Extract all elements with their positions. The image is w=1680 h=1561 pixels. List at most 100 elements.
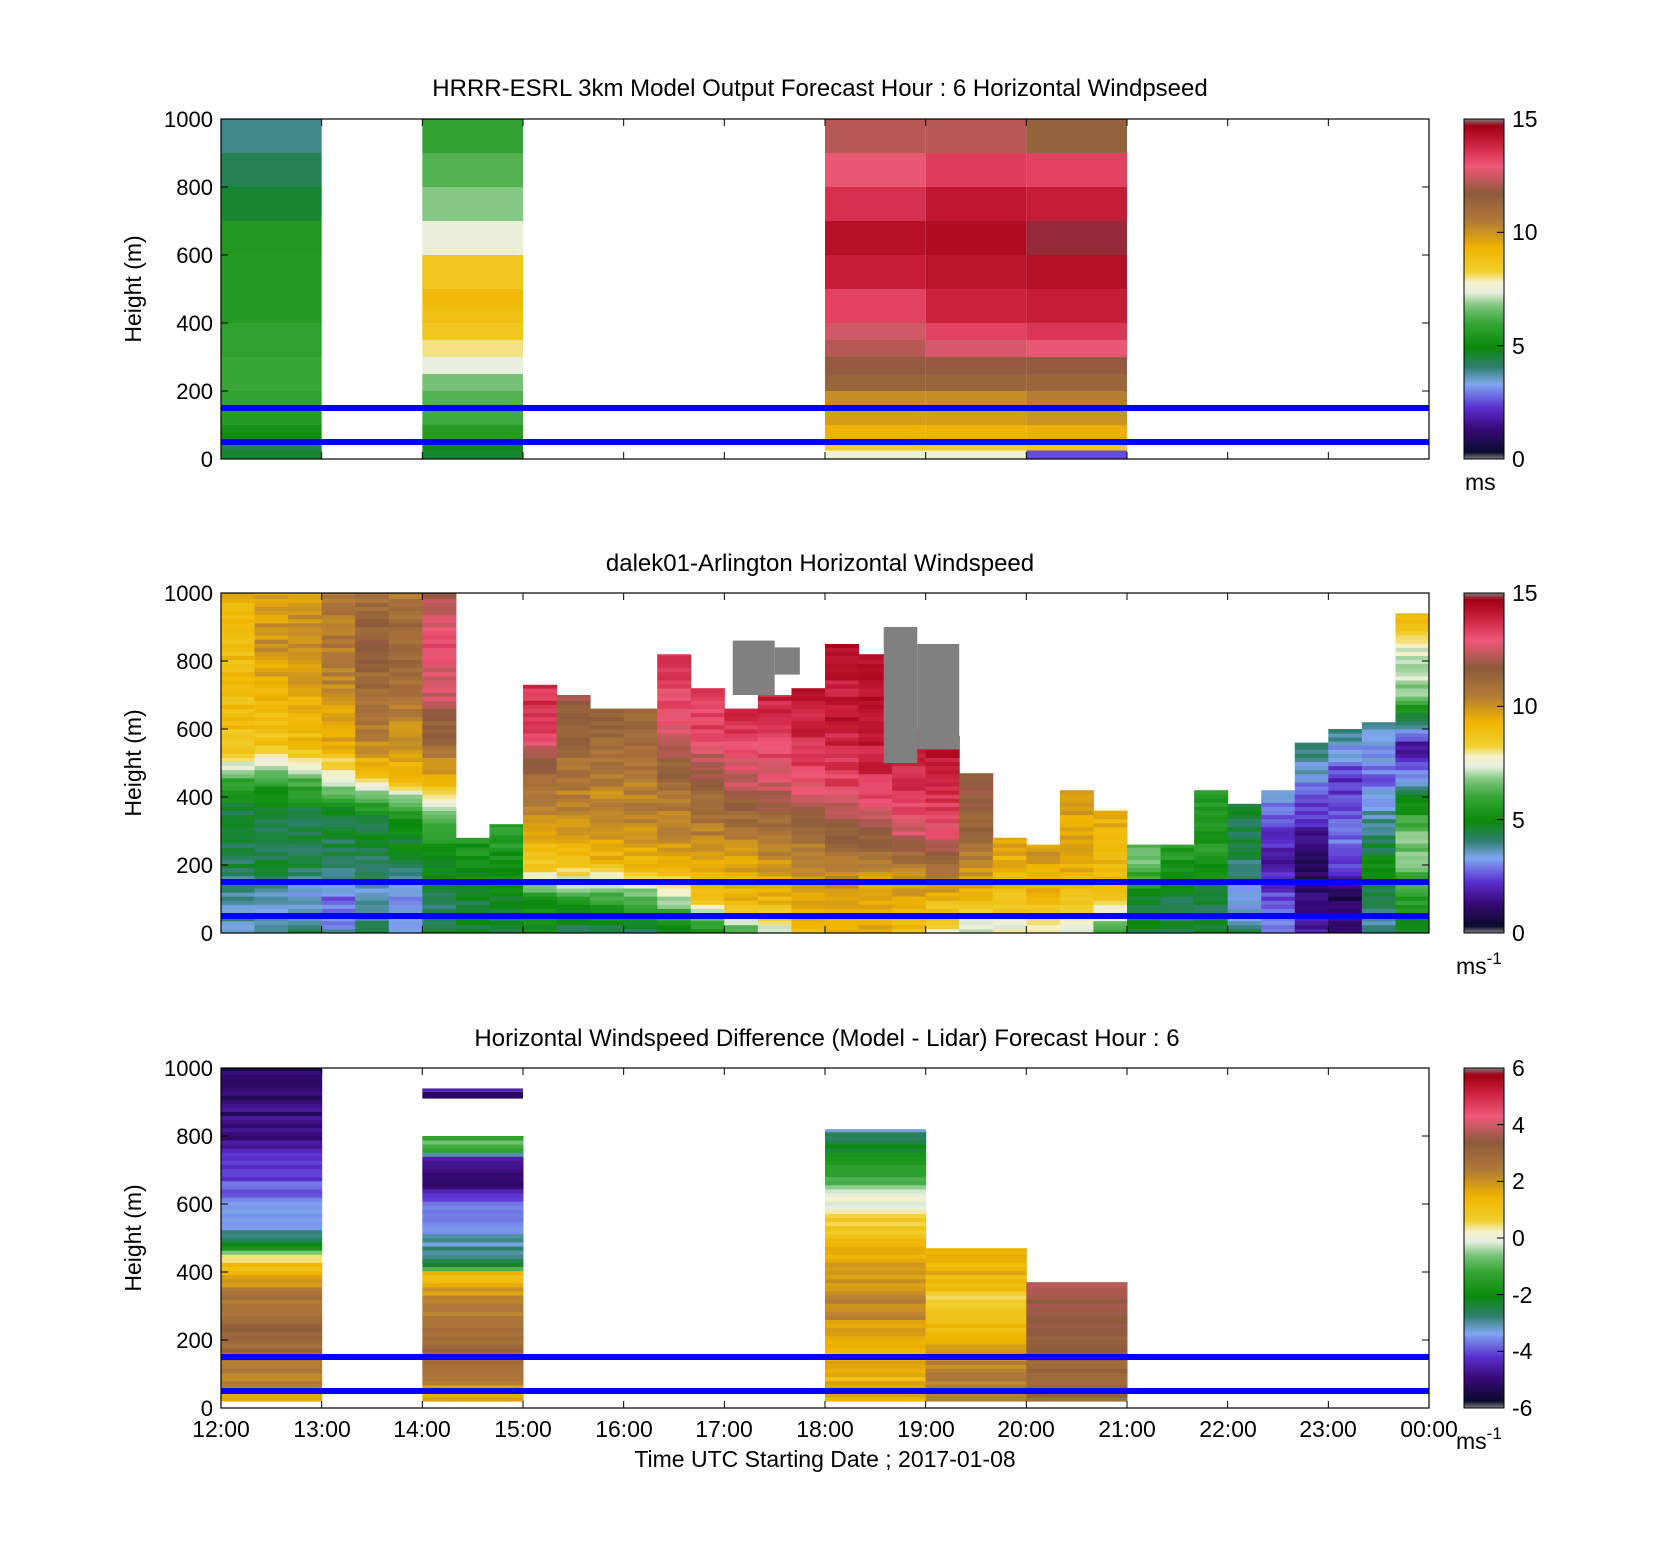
heatmap-cell bbox=[1395, 733, 1430, 738]
heatmap-cell bbox=[623, 896, 658, 901]
heatmap-cell bbox=[388, 790, 423, 795]
panel-model-title: HRRR-ESRL 3km Model Output Forecast Hour… bbox=[432, 75, 1207, 102]
heatmap-cell bbox=[388, 765, 423, 771]
heatmap-cell bbox=[1026, 323, 1127, 340]
heatmap-cell bbox=[590, 794, 625, 799]
heatmap-cell bbox=[1093, 847, 1128, 852]
heatmap-cell bbox=[858, 904, 893, 909]
heatmap-cell bbox=[825, 1307, 927, 1312]
heatmap-cell bbox=[221, 810, 256, 816]
heatmap-cell bbox=[1328, 839, 1363, 844]
heatmap-cell bbox=[724, 761, 759, 767]
heatmap-cell bbox=[858, 810, 893, 816]
heatmap-cell bbox=[288, 708, 323, 714]
heatmap-cell bbox=[355, 610, 390, 616]
heatmap-cell bbox=[992, 928, 1027, 934]
heatmap-cell bbox=[825, 1193, 927, 1198]
heatmap-cell bbox=[489, 892, 524, 897]
panel-difference-reference-lines bbox=[221, 1354, 1429, 1394]
heatmap-cell bbox=[355, 708, 390, 714]
heatmap-cell bbox=[1026, 1319, 1128, 1325]
heatmap-cell bbox=[1059, 859, 1094, 865]
heatmap-cell bbox=[1026, 1335, 1128, 1341]
heatmap-cell bbox=[1395, 639, 1430, 644]
heatmap-cell bbox=[623, 712, 658, 718]
heatmap-cell bbox=[724, 851, 759, 856]
heatmap-cell bbox=[892, 924, 927, 930]
heatmap-cell bbox=[925, 1315, 1027, 1320]
heatmap-cell bbox=[1059, 851, 1094, 856]
heatmap-cell bbox=[422, 1148, 524, 1153]
heatmap-cell bbox=[1361, 798, 1396, 803]
heatmap-cell bbox=[288, 655, 323, 661]
heatmap-cell bbox=[690, 863, 725, 869]
heatmap-cell bbox=[523, 720, 558, 726]
heatmap-cell bbox=[422, 408, 523, 425]
heatmap-cell bbox=[590, 753, 625, 758]
heatmap-cell bbox=[925, 1360, 1027, 1365]
heatmap-cell bbox=[925, 1348, 1027, 1353]
heatmap-cell bbox=[590, 900, 625, 905]
colorbar-tick-label: 2 bbox=[1512, 1168, 1525, 1194]
heatmap-cell bbox=[657, 786, 692, 791]
heatmap-cell bbox=[1227, 884, 1262, 889]
heatmap-cell bbox=[1361, 839, 1396, 844]
heatmap-cell bbox=[1395, 622, 1430, 628]
heatmap-cell bbox=[321, 647, 356, 652]
heatmap-cell bbox=[1395, 704, 1430, 709]
heatmap-cell bbox=[1093, 920, 1128, 926]
heatmap-cell bbox=[825, 1282, 927, 1288]
heatmap-cell bbox=[388, 847, 423, 852]
heatmap-cell bbox=[355, 680, 390, 685]
heatmap-cell bbox=[925, 802, 960, 807]
heatmap-cell bbox=[959, 863, 994, 869]
heatmap-cell bbox=[959, 871, 994, 877]
heatmap-cell bbox=[221, 1068, 323, 1072]
heatmap-cell bbox=[288, 896, 323, 901]
heatmap-cell bbox=[992, 900, 1027, 905]
heatmap-cell bbox=[556, 765, 591, 771]
heatmap-cell bbox=[1361, 859, 1396, 865]
heatmap-cell bbox=[825, 757, 860, 763]
heatmap-cell bbox=[1395, 920, 1430, 926]
heatmap-cell bbox=[1059, 818, 1094, 824]
heatmap-cell bbox=[590, 855, 625, 860]
heatmap-cell bbox=[1261, 867, 1296, 873]
heatmap-cell bbox=[1395, 794, 1430, 799]
heatmap-cell bbox=[556, 708, 591, 714]
heatmap-cell bbox=[1093, 839, 1128, 844]
colorbar-tick-label: 15 bbox=[1512, 106, 1538, 132]
heatmap-cell bbox=[221, 1127, 323, 1133]
heatmap-cell bbox=[422, 1221, 524, 1227]
heatmap-cell bbox=[1361, 826, 1396, 832]
colorbar-tick-label: 15 bbox=[1512, 580, 1538, 606]
heatmap-cell bbox=[825, 1397, 927, 1402]
heatmap-cell bbox=[925, 896, 960, 901]
heatmap-cell bbox=[1093, 835, 1128, 840]
y-tick-label: 600 bbox=[176, 717, 213, 742]
heatmap-cell bbox=[221, 741, 256, 746]
heatmap-cell bbox=[422, 119, 523, 153]
heatmap-cell bbox=[1261, 843, 1296, 848]
panel-lidar-title: dalek01-Arlington Horizontal Windspeed bbox=[606, 550, 1034, 577]
heatmap-cell bbox=[925, 847, 960, 852]
heatmap-cell bbox=[355, 888, 390, 893]
heatmap-cell bbox=[791, 888, 826, 893]
heatmap-cell bbox=[825, 782, 860, 787]
heatmap-cell bbox=[221, 708, 256, 714]
heatmap-cell bbox=[321, 871, 356, 877]
heatmap-cell bbox=[221, 1229, 323, 1235]
heatmap-cell bbox=[422, 908, 457, 913]
heatmap-cell bbox=[959, 867, 994, 873]
heatmap-cell bbox=[825, 1238, 927, 1243]
heatmap-cell bbox=[254, 867, 289, 873]
heatmap-cell bbox=[254, 680, 289, 685]
heatmap-cell bbox=[455, 900, 490, 905]
heatmap-cell bbox=[355, 704, 390, 709]
heatmap-cell bbox=[288, 720, 323, 726]
heatmap-cell bbox=[925, 255, 1027, 289]
heatmap-cell bbox=[892, 765, 927, 771]
heatmap-cell bbox=[590, 716, 625, 722]
heatmap-cell bbox=[925, 839, 960, 844]
heatmap-cell bbox=[321, 614, 356, 620]
